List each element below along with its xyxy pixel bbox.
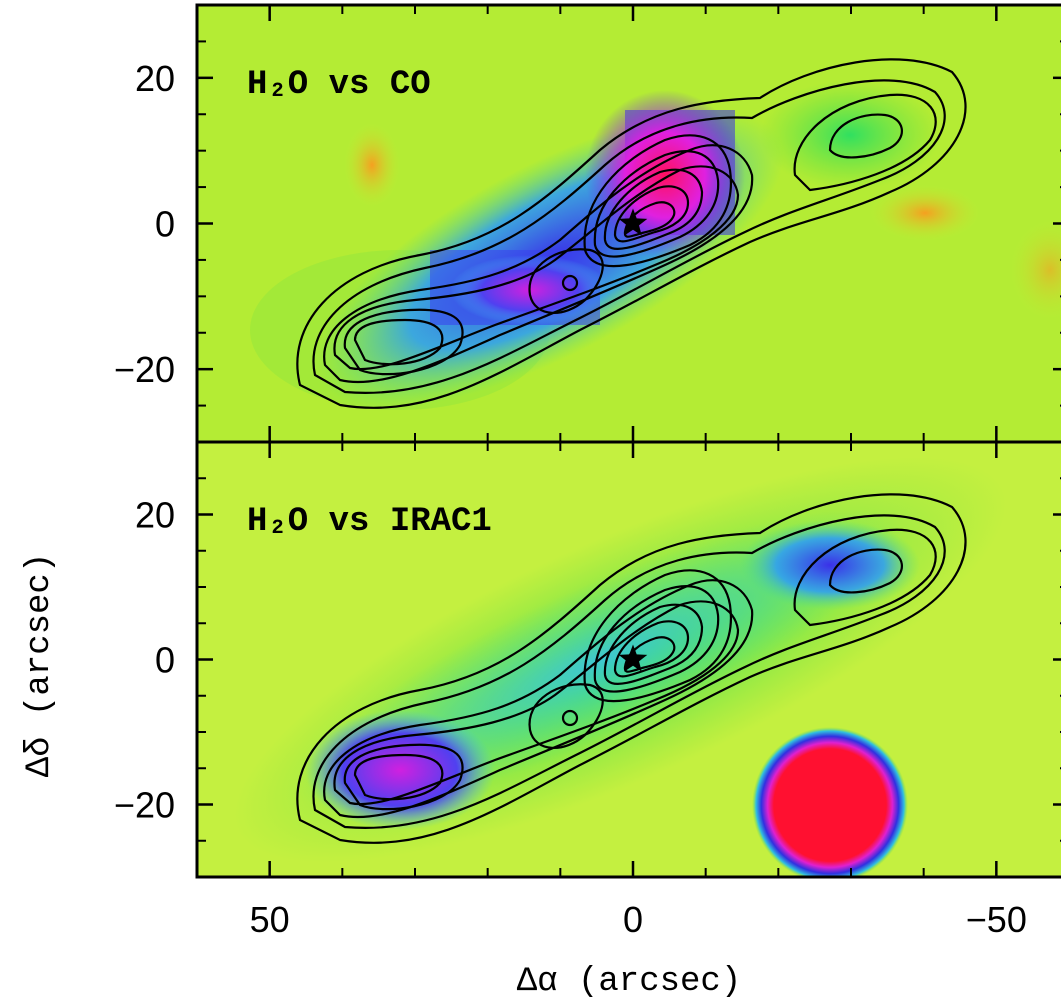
x-tick-label: 50 <box>250 899 290 940</box>
axes: −20 0 20 H₂O vs CO 50 0 −50 −20 0 20 H₂O vs IRAC1 Δ… <box>21 5 1061 1001</box>
panel-label: H₂O vs CO <box>247 66 431 104</box>
y-tick-label: −20 <box>114 349 175 390</box>
y-tick-label: −20 <box>114 785 175 826</box>
star-marker <box>618 644 648 672</box>
panel-2-image <box>197 442 1061 877</box>
y-axis-title: Δδ (arcsec) <box>21 553 59 777</box>
y-tick-label: 0 <box>155 640 175 681</box>
panel-1-image <box>197 5 1061 442</box>
x-tick-label: −50 <box>966 899 1027 940</box>
star-marker <box>618 208 648 236</box>
x-tick-label: 0 <box>623 899 643 940</box>
y-tick-label: 0 <box>155 204 175 245</box>
x-axis-title: Δα (arcsec) <box>517 963 741 1001</box>
panel-label: H₂O vs IRAC1 <box>247 503 492 541</box>
y-tick-label: 20 <box>135 58 175 99</box>
y-tick-label: 20 <box>135 495 175 536</box>
